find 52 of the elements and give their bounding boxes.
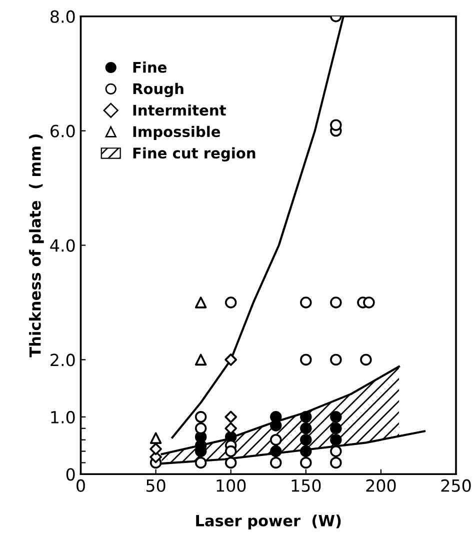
y-tick-label: 2.0 bbox=[50, 354, 75, 366]
point bbox=[224, 354, 238, 366]
y-tick-label: 8.0 bbox=[50, 10, 75, 23]
x-tick-label: 200 bbox=[366, 479, 396, 492]
point bbox=[270, 445, 282, 458]
point bbox=[300, 456, 312, 469]
point bbox=[360, 354, 372, 366]
point bbox=[194, 296, 207, 308]
point bbox=[270, 434, 282, 446]
y-tick-label: 4.0 bbox=[50, 239, 75, 252]
point bbox=[330, 456, 342, 469]
point bbox=[300, 411, 312, 423]
point bbox=[224, 410, 238, 424]
y-tick-label: 1.0 bbox=[51, 410, 75, 424]
point bbox=[330, 354, 342, 366]
x-tick-label: 100 bbox=[216, 479, 246, 492]
point bbox=[300, 422, 312, 434]
point bbox=[330, 422, 342, 434]
point bbox=[330, 296, 342, 308]
x-tick-label: 250 bbox=[441, 479, 471, 492]
point bbox=[300, 434, 312, 446]
x-tick-label: 150 bbox=[292, 479, 321, 492]
point bbox=[224, 296, 237, 308]
point bbox=[224, 456, 237, 469]
point bbox=[300, 354, 312, 366]
x-axis-title: Laser power (W) bbox=[196, 514, 341, 530]
y-tick-label: 6.0 bbox=[50, 124, 75, 138]
y-tick-label: 0 bbox=[66, 468, 75, 481]
x-tick-label: 50 bbox=[146, 479, 166, 492]
point bbox=[330, 445, 342, 458]
point bbox=[330, 411, 342, 423]
point bbox=[194, 411, 207, 423]
legend-label: Rough bbox=[133, 82, 184, 98]
point bbox=[194, 422, 207, 434]
legend-label: Fine bbox=[133, 62, 167, 73]
point bbox=[224, 445, 237, 458]
x-tick-label: 0 bbox=[76, 479, 85, 492]
point bbox=[150, 442, 162, 456]
legend-label: Intermitent bbox=[133, 104, 226, 116]
point bbox=[194, 456, 207, 469]
point bbox=[150, 432, 162, 444]
point bbox=[300, 296, 312, 308]
point bbox=[363, 296, 375, 308]
legend-label: Impossible bbox=[133, 126, 220, 140]
point bbox=[330, 119, 342, 131]
point bbox=[330, 434, 342, 446]
y-axis-title: Thickness of plate ( mm ) bbox=[29, 134, 44, 358]
legend-label: Fine cut region bbox=[133, 147, 256, 162]
point bbox=[270, 420, 282, 432]
point bbox=[300, 445, 312, 458]
point bbox=[194, 354, 207, 366]
point bbox=[270, 456, 282, 469]
